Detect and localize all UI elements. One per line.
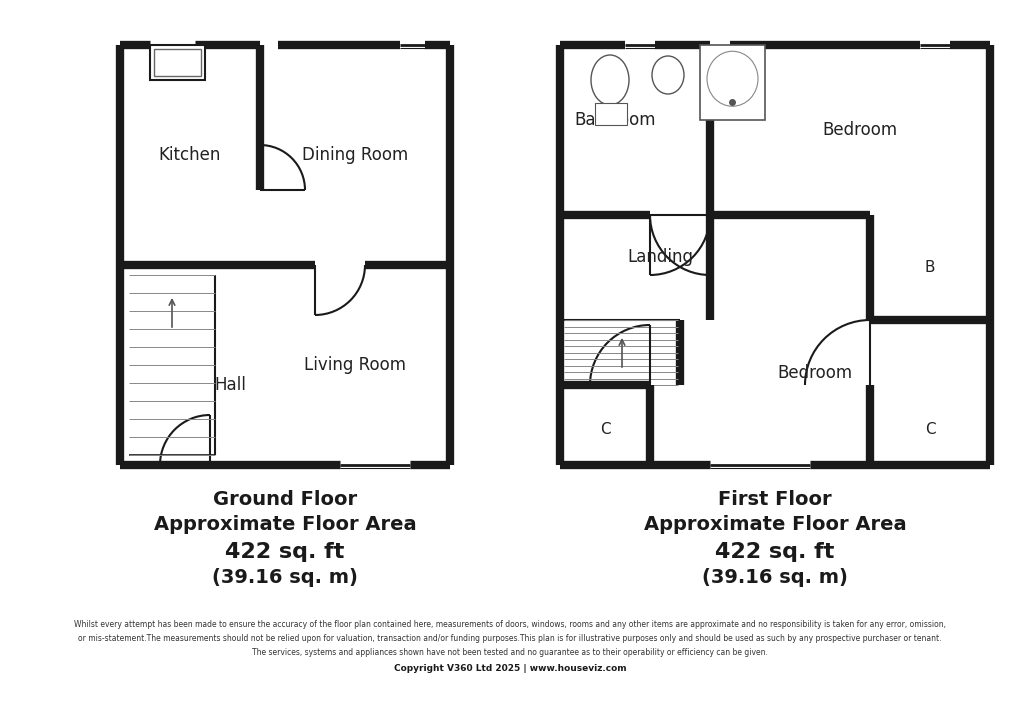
Text: Kitchen: Kitchen <box>159 146 221 164</box>
Text: Whilst every attempt has been made to ensure the accuracy of the floor plan cont: Whilst every attempt has been made to en… <box>74 620 945 629</box>
Text: C: C <box>924 423 934 438</box>
Bar <box>699 45 764 120</box>
Bar <box>154 49 201 76</box>
Text: Landing: Landing <box>627 248 692 266</box>
Text: Bedroom: Bedroom <box>776 364 852 382</box>
Text: Bathroom: Bathroom <box>574 111 655 129</box>
Text: 422 sq. ft: 422 sq. ft <box>225 542 344 562</box>
Text: First Floor: First Floor <box>717 490 832 509</box>
Text: The services, systems and appliances shown have not been tested and no guarantee: The services, systems and appliances sho… <box>252 648 767 657</box>
Text: Approximate Floor Area: Approximate Floor Area <box>154 515 416 534</box>
Text: C: C <box>599 423 609 438</box>
Text: Ground Floor: Ground Floor <box>213 490 357 509</box>
Text: Approximate Floor Area: Approximate Floor Area <box>643 515 906 534</box>
Ellipse shape <box>590 55 629 105</box>
Text: 422 sq. ft: 422 sq. ft <box>714 542 834 562</box>
Text: (39.16 sq. m): (39.16 sq. m) <box>701 568 847 587</box>
Ellipse shape <box>651 56 684 94</box>
Text: Dining Room: Dining Room <box>302 146 408 164</box>
Text: or mis-statement.The measurements should not be relied upon for valuation, trans: or mis-statement.The measurements should… <box>78 634 941 643</box>
Text: Hall: Hall <box>214 376 246 394</box>
Bar <box>594 103 627 125</box>
Bar <box>150 45 205 80</box>
Text: Living Room: Living Room <box>304 356 406 374</box>
Ellipse shape <box>706 51 757 107</box>
Text: Copyright V360 Ltd 2025 | www.houseviz.com: Copyright V360 Ltd 2025 | www.houseviz.c… <box>393 664 626 673</box>
Text: (39.16 sq. m): (39.16 sq. m) <box>212 568 358 587</box>
Text: Bedroom: Bedroom <box>821 121 897 139</box>
Text: B: B <box>924 260 934 275</box>
